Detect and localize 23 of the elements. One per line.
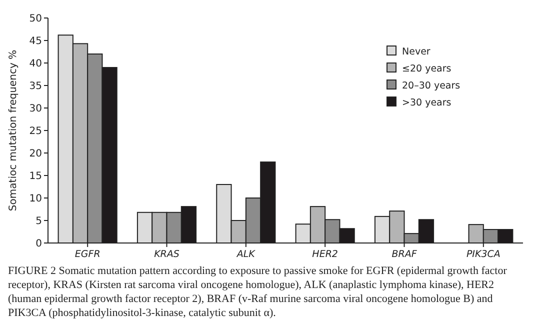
legend-label: Never: [402, 46, 430, 58]
x-tick-label: BRAF: [392, 249, 418, 260]
y-tick-label: 50: [29, 14, 42, 24]
y-tick-label: 35: [29, 81, 42, 92]
y-tick-label: 10: [29, 194, 42, 204]
y-tick-label: 20: [29, 148, 42, 160]
legend-label: ≤20 years: [402, 64, 452, 74]
x-tick-label: HER2: [312, 249, 338, 260]
x-tick-label: ALK: [236, 249, 256, 260]
legend-label: 20–30 years: [402, 80, 460, 92]
y-tick-label: 45: [29, 36, 42, 47]
legend-label: >30 years: [402, 98, 452, 108]
x-tick-label: EGFR: [74, 249, 100, 260]
y-tick-label: 40: [29, 58, 42, 70]
y-tick-label: 0: [36, 238, 42, 250]
y-tick-label: 15: [29, 171, 42, 182]
x-tick-label: KRAS: [154, 249, 180, 260]
y-axis-title: Somatioc mutation frequency %: [8, 50, 19, 212]
y-tick-label: 25: [29, 126, 42, 137]
caption: FIGURE 2 Somatic mutation pattern according to exposure to passive smoke for EGFR (epidermal growth factor receptor), KRAS (Kirsten rat sarcoma viral oncogene homologue), ALK (anaplastic lymphoma kinase), HER2 (human epidermal growth factor receptor 2), BRAF (v-Raf murine sarcoma viral oncogene homologue B) and PIK3CA (phosphatidylinositol-3-kinase, catalytic subunit α).: [8, 265, 508, 319]
y-tick-label: 30: [29, 104, 42, 114]
y-tick-label: 5: [36, 216, 42, 227]
x-tick-label: PIK3CA: [466, 249, 500, 260]
